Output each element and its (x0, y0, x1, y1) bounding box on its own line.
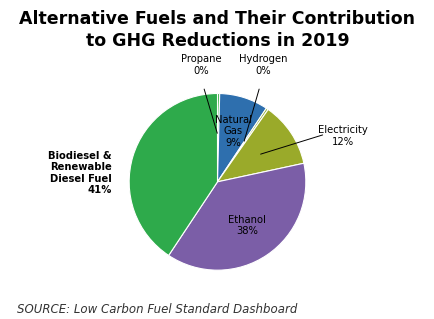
Text: Propane
0%: Propane 0% (181, 54, 221, 76)
Text: SOURCE: Low Carbon Fuel Standard Dashboard: SOURCE: Low Carbon Fuel Standard Dashboa… (17, 303, 297, 316)
Wedge shape (217, 93, 219, 182)
Text: Natural
Gas
9%: Natural Gas 9% (214, 115, 251, 148)
Text: Electricity
12%: Electricity 12% (317, 125, 367, 147)
Wedge shape (129, 93, 217, 256)
Text: Hydrogen
0%: Hydrogen 0% (239, 54, 287, 76)
Wedge shape (217, 109, 303, 182)
Text: Biodiesel &
Renewable
Diesel Fuel
41%: Biodiesel & Renewable Diesel Fuel 41% (48, 151, 111, 196)
Wedge shape (168, 163, 305, 270)
Text: Alternative Fuels and Their Contribution
to GHG Reductions in 2019: Alternative Fuels and Their Contribution… (20, 10, 414, 50)
Wedge shape (217, 108, 267, 182)
Text: Ethanol
38%: Ethanol 38% (228, 215, 266, 236)
Wedge shape (217, 93, 266, 182)
